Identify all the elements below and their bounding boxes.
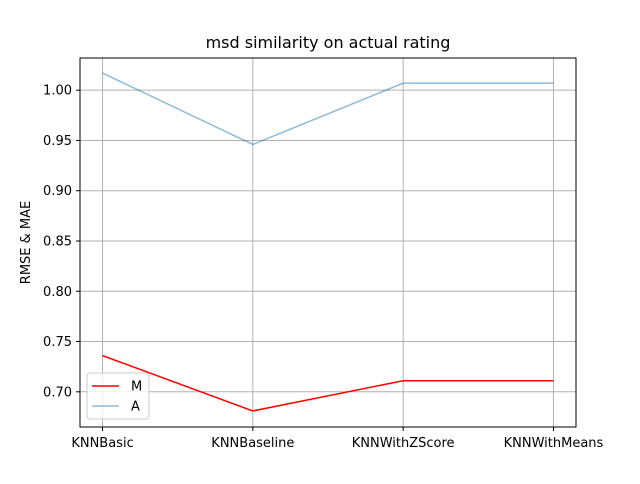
y-axis-title: RMSE & MAE [19,201,34,284]
y-tick-label: 0.70 [43,385,72,400]
y-tick-label: 1.00 [43,84,72,99]
y-tick-label: 0.75 [43,335,72,350]
y-tick-label: 0.90 [43,184,72,199]
x-tick-label: KNNBasic [71,436,133,451]
y-tick-label: 0.95 [43,134,72,149]
y-tick-label: 0.85 [43,234,72,249]
legend-label-M: M [131,380,142,395]
x-tick-label: KNNBaseline [211,436,294,451]
x-tick-label: KNNWithMeans [504,436,604,451]
chart-title: msd similarity on actual rating [206,33,451,52]
legend: MA [87,373,149,419]
x-tick-label: KNNWithZScore [352,436,455,451]
legend-label-A: A [131,400,140,415]
y-tick-label: 0.80 [43,285,72,300]
